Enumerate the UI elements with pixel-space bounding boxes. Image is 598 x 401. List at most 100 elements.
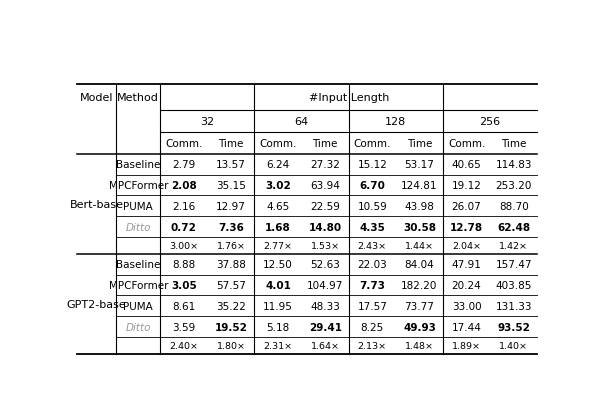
Text: 2.77×: 2.77× — [264, 241, 292, 250]
Text: Ditto: Ditto — [126, 322, 151, 332]
Text: 1.44×: 1.44× — [405, 241, 434, 250]
Text: 2.04×: 2.04× — [452, 241, 481, 250]
Text: 53.17: 53.17 — [404, 160, 434, 170]
Text: 43.98: 43.98 — [404, 201, 434, 211]
Text: 104.97: 104.97 — [307, 280, 343, 290]
Text: 7.36: 7.36 — [218, 222, 244, 232]
Text: 26.07: 26.07 — [451, 201, 481, 211]
Text: 10.59: 10.59 — [358, 201, 387, 211]
Text: 22.59: 22.59 — [310, 201, 340, 211]
Text: 29.41: 29.41 — [309, 322, 341, 332]
Text: 2.31×: 2.31× — [264, 341, 292, 350]
Text: 8.88: 8.88 — [172, 259, 196, 269]
Text: 64: 64 — [295, 117, 309, 127]
Text: 3.05: 3.05 — [171, 280, 197, 290]
Text: 30.58: 30.58 — [403, 222, 436, 232]
Text: 13.57: 13.57 — [216, 160, 246, 170]
Text: Model: Model — [80, 93, 114, 103]
Text: 14.80: 14.80 — [309, 222, 341, 232]
Text: 57.57: 57.57 — [216, 280, 246, 290]
Text: 5.18: 5.18 — [267, 322, 289, 332]
Text: 1.53×: 1.53× — [310, 241, 340, 250]
Text: 4.65: 4.65 — [267, 201, 289, 211]
Text: 17.57: 17.57 — [358, 301, 388, 311]
Text: 19.52: 19.52 — [215, 322, 248, 332]
Text: 12.50: 12.50 — [263, 259, 293, 269]
Text: 4.35: 4.35 — [359, 222, 385, 232]
Text: 62.48: 62.48 — [497, 222, 530, 232]
Text: 52.63: 52.63 — [310, 259, 340, 269]
Text: Baseline: Baseline — [116, 160, 160, 170]
Text: 2.43×: 2.43× — [358, 241, 387, 250]
Text: 7.73: 7.73 — [359, 280, 385, 290]
Text: 35.15: 35.15 — [216, 180, 246, 190]
Text: MPCFormer: MPCFormer — [109, 180, 168, 190]
Text: 12.97: 12.97 — [216, 201, 246, 211]
Text: 37.88: 37.88 — [216, 259, 246, 269]
Text: 1.76×: 1.76× — [216, 241, 245, 250]
Text: 40.65: 40.65 — [451, 160, 481, 170]
Text: 8.61: 8.61 — [172, 301, 196, 311]
Text: 1.89×: 1.89× — [452, 341, 481, 350]
Text: 1.80×: 1.80× — [216, 341, 245, 350]
Text: Time: Time — [501, 139, 526, 148]
Text: 6.24: 6.24 — [267, 160, 289, 170]
Text: 157.47: 157.47 — [496, 259, 532, 269]
Text: 253.20: 253.20 — [496, 180, 532, 190]
Text: 131.33: 131.33 — [496, 301, 532, 311]
Text: Method: Method — [117, 93, 159, 103]
Text: 11.95: 11.95 — [263, 301, 293, 311]
Text: 1.40×: 1.40× — [499, 341, 528, 350]
Text: 0.72: 0.72 — [171, 222, 197, 232]
Text: Bert-base: Bert-base — [70, 199, 124, 209]
Text: PUMA: PUMA — [123, 201, 153, 211]
Text: 1.42×: 1.42× — [499, 241, 528, 250]
Text: 22.03: 22.03 — [358, 259, 387, 269]
Text: Comm.: Comm. — [448, 139, 485, 148]
Text: Time: Time — [218, 139, 243, 148]
Text: 19.12: 19.12 — [451, 180, 481, 190]
Text: 182.20: 182.20 — [401, 280, 438, 290]
Text: 15.12: 15.12 — [358, 160, 388, 170]
Text: 2.08: 2.08 — [171, 180, 197, 190]
Text: #Input Length: #Input Length — [309, 93, 389, 103]
Text: PUMA: PUMA — [123, 301, 153, 311]
Text: 256: 256 — [480, 117, 501, 127]
Text: 4.01: 4.01 — [265, 280, 291, 290]
Text: 17.44: 17.44 — [451, 322, 481, 332]
Text: 33.00: 33.00 — [451, 301, 481, 311]
Text: 88.70: 88.70 — [499, 201, 529, 211]
Text: 128: 128 — [385, 117, 407, 127]
Text: 49.93: 49.93 — [403, 322, 436, 332]
Text: 3.59: 3.59 — [172, 322, 196, 332]
Text: 48.33: 48.33 — [310, 301, 340, 311]
Text: Baseline: Baseline — [116, 259, 160, 269]
Text: 2.13×: 2.13× — [358, 341, 387, 350]
Text: 2.40×: 2.40× — [169, 341, 199, 350]
Text: 84.04: 84.04 — [405, 259, 434, 269]
Text: MPCFormer: MPCFormer — [109, 280, 168, 290]
Text: Ditto: Ditto — [126, 222, 151, 232]
Text: Comm.: Comm. — [165, 139, 203, 148]
Text: 114.83: 114.83 — [496, 160, 532, 170]
Text: 63.94: 63.94 — [310, 180, 340, 190]
Text: 2.16: 2.16 — [172, 201, 196, 211]
Text: Time: Time — [313, 139, 338, 148]
Text: 32: 32 — [200, 117, 215, 127]
Text: Comm.: Comm. — [353, 139, 391, 148]
Text: Time: Time — [407, 139, 432, 148]
Text: 1.64×: 1.64× — [311, 341, 340, 350]
Text: 73.77: 73.77 — [404, 301, 434, 311]
Text: 47.91: 47.91 — [451, 259, 481, 269]
Text: 20.24: 20.24 — [451, 280, 481, 290]
Text: 403.85: 403.85 — [496, 280, 532, 290]
Text: Comm.: Comm. — [260, 139, 297, 148]
Text: 27.32: 27.32 — [310, 160, 340, 170]
Text: GPT2-base: GPT2-base — [67, 299, 127, 309]
Text: 35.22: 35.22 — [216, 301, 246, 311]
Text: 3.02: 3.02 — [265, 180, 291, 190]
Text: 124.81: 124.81 — [401, 180, 438, 190]
Text: 6.70: 6.70 — [359, 180, 385, 190]
Text: 3.00×: 3.00× — [169, 241, 199, 250]
Text: 12.78: 12.78 — [450, 222, 483, 232]
